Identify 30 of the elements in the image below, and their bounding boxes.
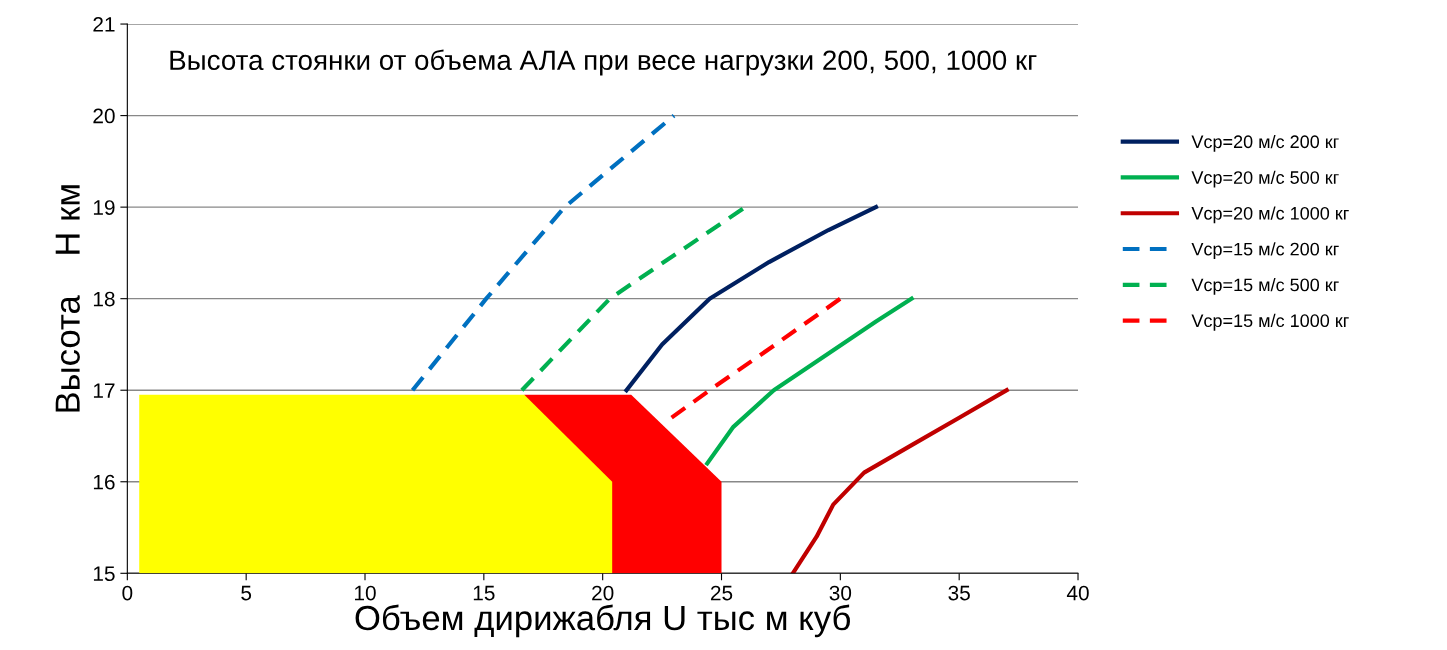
y-tick-label: 16 [93,474,115,490]
y-tick-label: 20 [93,108,115,124]
x-tick-label: 10 [355,585,376,601]
line-series [669,296,843,420]
y-axis-title: Высота H км [55,185,80,412]
line-series [410,113,677,393]
x-tick-label: 5 [241,585,252,601]
legend-label: Vcp=20 м/с 500 кг [1191,170,1339,188]
y-tick-label: 15 [93,566,115,582]
x-tick-label: 30 [829,585,852,601]
legend-label: Vcp=15 м/с 200 кг [1191,242,1339,260]
text: Высота стоянки от объема АЛА при весе нагрузки 200, 500, 1000 кг [170,49,1037,76]
x-tick-label: 25 [710,585,733,601]
x-tick-label: 0 [122,585,133,601]
x-tick-label: 20 [592,585,614,601]
x-axis-title: Объем дирижабля U тыс м куб [355,604,850,638]
line-series [790,388,1009,574]
y-tick-label: 19 [93,200,115,215]
x-tick-label: 40 [1066,585,1089,601]
legend-label: Vcp=20 м/с 1000 кг [1191,206,1349,224]
legend-label: Vcp=15 м/с 500 кг [1191,278,1339,295]
legend-label: Vcp=20 м/с 200 кг [1191,134,1339,152]
line-series [705,296,914,466]
x-tick-label: 35 [948,585,970,601]
y-tick-label: 18 [93,291,115,307]
y-tick-label: 21 [93,17,115,32]
y-tick-label: 17 [93,383,115,398]
line-series [624,205,879,393]
x-tick-label: 15 [473,585,495,601]
legend-label: Vcp=15 м/с 1000 кг [1191,313,1349,331]
